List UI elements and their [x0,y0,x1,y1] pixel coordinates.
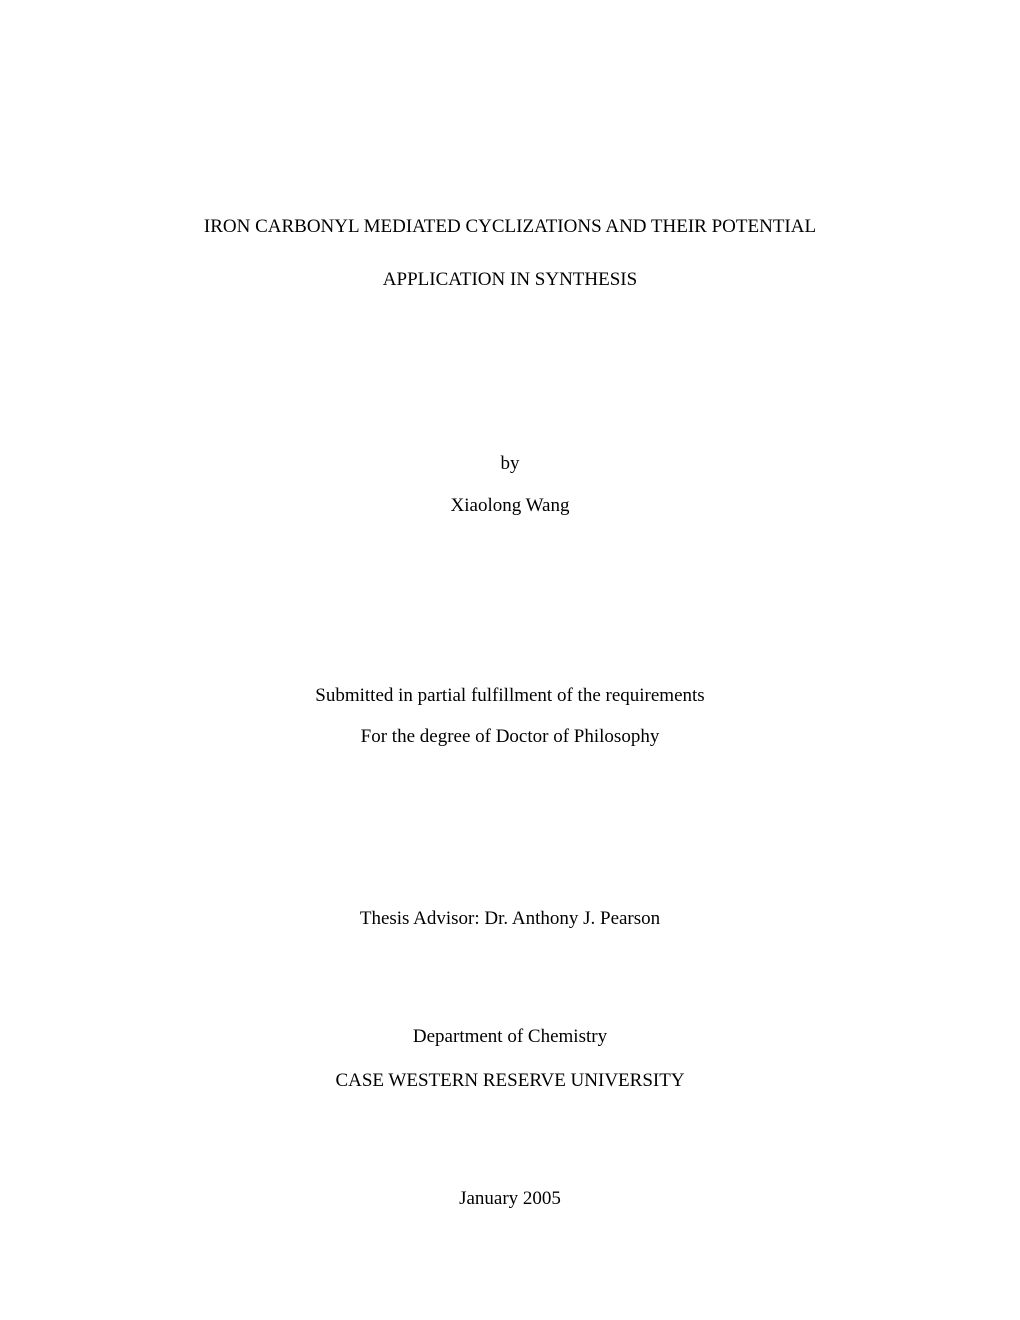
submission-statement: Submitted in partial fulfillment of the … [150,675,870,759]
title-line-1: IRON CARBONYL MEDIATED CYCLIZATIONS AND … [150,200,870,253]
author-block: by Xiaolong Wang [150,446,870,524]
submission-date: January 2005 [459,1188,561,1209]
thesis-title: IRON CARBONYL MEDIATED CYCLIZATIONS AND … [150,200,870,306]
author-name: Xiaolong Wang [150,488,870,524]
thesis-title-page: IRON CARBONYL MEDIATED CYCLIZATIONS AND … [0,0,1020,1320]
thesis-advisor: Thesis Advisor: Dr. Anthony J. Pearson [150,908,870,930]
university-name: CASE WESTERN RESERVE UNIVERSITY [150,1059,870,1103]
by-label: by [150,446,870,482]
department-name: Department of Chemistry [150,1015,870,1059]
advisor-text: Thesis Advisor: Dr. Anthony J. Pearson [360,908,660,929]
institution-block: Department of Chemistry CASE WESTERN RES… [150,1015,870,1102]
title-line-2: APPLICATION IN SYNTHESIS [150,253,870,306]
submission-line-1: Submitted in partial fulfillment of the … [150,675,870,717]
date-block: January 2005 [150,1188,870,1210]
submission-line-2: For the degree of Doctor of Philosophy [150,716,870,758]
